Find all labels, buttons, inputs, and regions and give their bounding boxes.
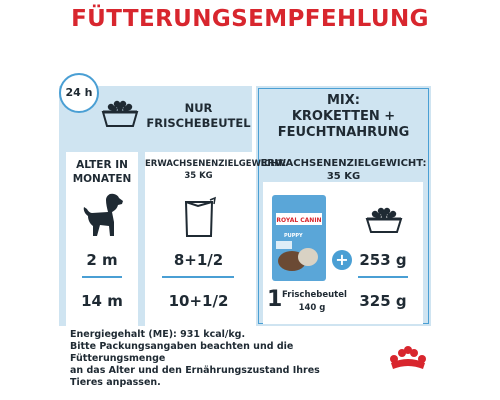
clock-icon (59, 73, 99, 113)
footnote-line-3: Fütterungsmenge (70, 353, 166, 364)
left-header: NUR FRISCHEBEUTEL (145, 101, 252, 131)
left-header-line-1: NUR (184, 101, 213, 115)
age-row-2: 14 m (81, 292, 123, 310)
age-label-line-2: MONATEN (72, 173, 132, 185)
age-label-line-1: ALTER IN (76, 159, 128, 171)
fresh-weight-label-line-2: 35 KG (184, 171, 213, 181)
fresh-weight-label: ERWACHSENENZIELGEWICHT: 35 KG (145, 158, 287, 182)
mix-divider (358, 276, 408, 278)
fresh-weight-label-line-1: ERWACHSENENZIELGEWICHT: (145, 159, 287, 169)
fresh-box (145, 152, 252, 326)
clock-label: 24 h (65, 86, 93, 99)
right-header-line-1: MIX: (327, 93, 360, 108)
right-header-line-3: FEUCHTNAHRUNG (277, 125, 410, 140)
footnote-line-4: an das Alter und den Ernährungszustand I… (70, 365, 320, 376)
kibble-bowl-icon (365, 207, 403, 233)
age-box (66, 152, 138, 326)
age-divider (82, 276, 122, 278)
footnote: Energiegehalt (ME): 931 kcal/kg. Bitte P… (70, 329, 370, 389)
product-brand-text: ROYAL CANIN (276, 217, 321, 224)
age-label: ALTER IN MONATEN (66, 158, 138, 186)
mix-weight-label-line-2: 35 KG (326, 171, 361, 182)
puppy-silhouette-icon (83, 193, 123, 236)
right-header-line-2: KROKETTEN + (291, 109, 396, 124)
age-row-1: 2 m (86, 251, 118, 269)
pouch-icon (184, 196, 216, 237)
page-title: FÜTTERUNGSEMPFEHLUNG (71, 6, 429, 32)
mix-weight-label-line-1: ERWACHSENENZIELGEWICHT: (260, 158, 427, 169)
pouch-count: 1 (267, 287, 283, 312)
footnote-line-2: Bitte Packungsangaben beachten und die (70, 341, 294, 352)
royal-canin-crown-logo (390, 346, 426, 369)
product-name-text: PUPPY (284, 233, 303, 239)
left-header-line-2: FRISCHEBEUTEL (146, 116, 251, 130)
mix-row-1: 253 g (359, 251, 407, 269)
plus-icon: + (332, 250, 352, 270)
pouch-label: Frischebeutel (282, 290, 347, 300)
fresh-divider (162, 276, 234, 278)
fresh-row-2: 10+1/2 (168, 292, 229, 310)
fresh-row-1: 8+1/2 (173, 251, 224, 269)
footnote-line-5: Tieres anpassen. (70, 377, 161, 388)
product-pouch-image: ROYAL CANIN PUPPY (272, 195, 326, 281)
footnote-line-1: Energiegehalt (ME): 931 kcal/kg. (70, 329, 246, 340)
right-header: MIX: KROKETTEN + FEUCHTNAHRUNG (258, 93, 429, 141)
pouch-weight: 140 g (298, 303, 326, 313)
mix-weight-label: ERWACHSENENZIELGEWICHT: 35 KG (258, 157, 429, 183)
mix-row-2: 325 g (359, 292, 407, 310)
food-bowl-icon (101, 100, 139, 127)
